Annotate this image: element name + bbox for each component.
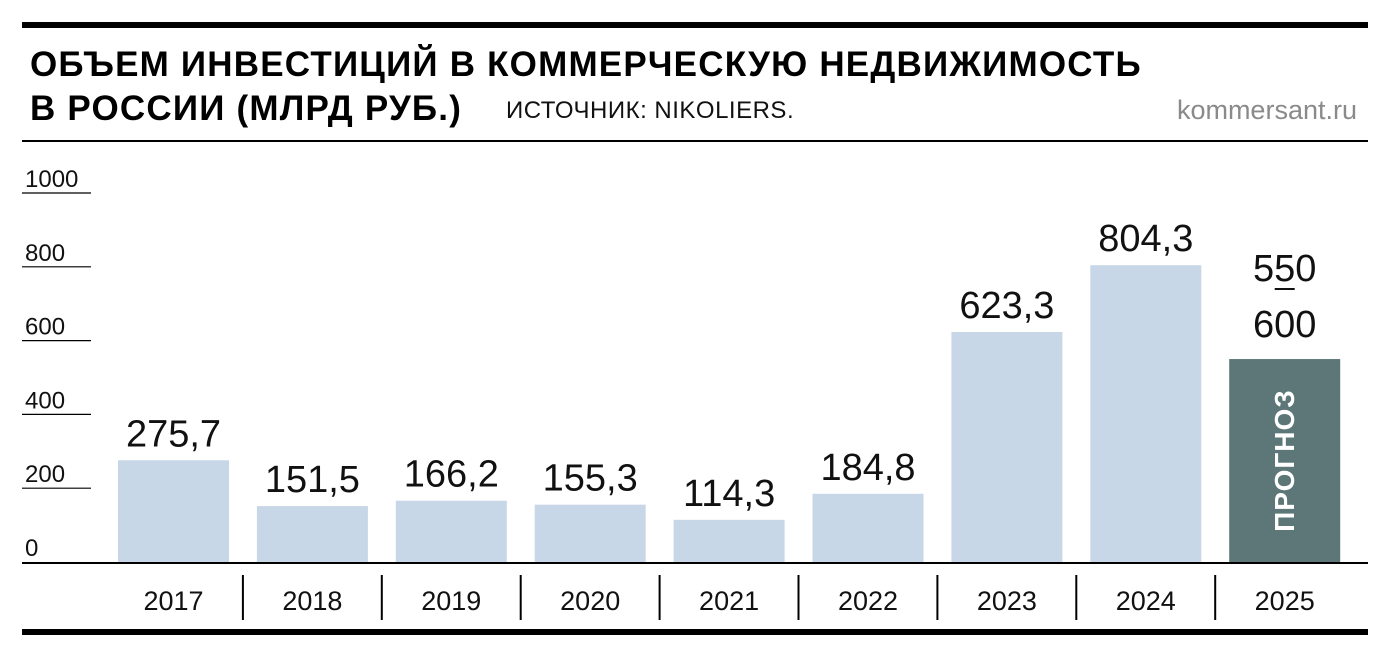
bar-2021	[673, 519, 785, 562]
bottom-rule	[22, 629, 1368, 635]
bar-2020	[534, 504, 646, 562]
bar-value-label: 114,3	[683, 473, 775, 515]
bar-value-label: 184,8	[820, 447, 915, 489]
y-tick-label: 400	[25, 387, 65, 414]
x-tick-label: 2018	[282, 586, 342, 616]
bar-value-label: 155,3	[543, 458, 638, 500]
bar-2022	[812, 493, 924, 562]
source-note: ИСТОЧНИК: NIKOLIERS.	[506, 97, 795, 124]
x-tick-label: 2021	[699, 586, 759, 616]
top-rule	[22, 22, 1368, 28]
y-tick-label: 200	[25, 461, 65, 488]
x-tick-label: 2025	[1255, 586, 1315, 616]
x-tick-label: 2020	[560, 586, 620, 616]
bar-value-label: 151,5	[265, 459, 360, 501]
bar-2023	[951, 332, 1063, 562]
x-tick-label: 2017	[143, 586, 203, 616]
forecast-label-high: 600	[1253, 304, 1316, 346]
x-tick-label: 2022	[838, 586, 898, 616]
y-tick-label: 0	[25, 535, 38, 562]
site-credit: kommersant.ru	[1176, 95, 1357, 125]
chart-title-line1: ОБЪЕМ ИНВЕСТИЦИЙ В КОММЕРЧЕСКУЮ НЕДВИЖИМ…	[30, 45, 1142, 84]
bar-value-label: 166,2	[404, 454, 499, 496]
bar-value-label: 804,3	[1098, 218, 1193, 260]
bar-value-label: 275,7	[126, 413, 221, 455]
y-tick-label: 600	[25, 314, 65, 341]
bar-2017	[118, 460, 229, 562]
bar-value-label: 623,3	[959, 285, 1054, 327]
x-tick-label: 2024	[1116, 586, 1176, 616]
bar-2025	[1229, 359, 1341, 562]
forecast-label-low: 550	[1253, 248, 1316, 290]
y-tick-label: 800	[25, 240, 65, 267]
x-tick-label: 2023	[977, 586, 1037, 616]
x-tick-label: 2019	[421, 586, 481, 616]
header-divider	[22, 140, 1368, 142]
forecast-tag: ПРОГНОЗ	[1269, 389, 1300, 532]
bar-2019	[395, 500, 507, 562]
chart-title-line2: В РОССИИ (МЛРД РУБ.)	[30, 89, 463, 128]
bar-2018	[256, 506, 368, 562]
bar-2024	[1090, 265, 1202, 562]
y-tick-label: 1000	[25, 166, 78, 193]
